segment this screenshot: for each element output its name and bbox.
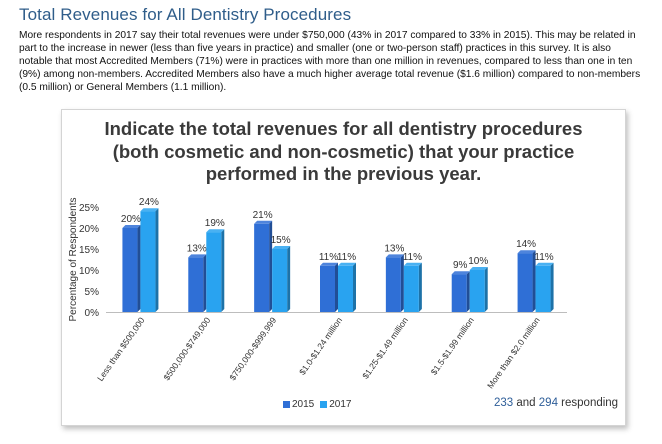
bar-side-2017 bbox=[550, 262, 554, 312]
y-tick-label: 15% bbox=[79, 245, 99, 256]
bar-2017 bbox=[206, 232, 222, 312]
bar-2015 bbox=[188, 257, 204, 312]
bar-side-2017 bbox=[221, 229, 225, 312]
bar-top-2017 bbox=[403, 262, 422, 266]
y-tick-label: 5% bbox=[85, 287, 100, 298]
x-tick-label: $500,000-$749,000 bbox=[161, 315, 212, 382]
x-tick-label: More than $2.0 million bbox=[485, 315, 542, 390]
chart-title-line: Indicate the total revenues for all dent… bbox=[104, 118, 583, 139]
data-label-2017: 15% bbox=[271, 235, 291, 246]
bar-2015 bbox=[385, 257, 401, 312]
legend-item-2017: 2017 bbox=[320, 399, 352, 410]
bar-side-2017 bbox=[418, 262, 422, 312]
bar-top-2017 bbox=[272, 246, 291, 249]
responding-count: 233 and 294 responding bbox=[494, 397, 618, 409]
bar-side-2017 bbox=[287, 246, 291, 312]
data-label-2015: 21% bbox=[253, 210, 273, 221]
legend-label-2015: 2015 bbox=[292, 399, 315, 410]
bar-top-2017 bbox=[140, 208, 159, 212]
bar-top-2017 bbox=[338, 262, 356, 266]
bar-2015 bbox=[122, 228, 138, 312]
bar-2017 bbox=[469, 270, 485, 312]
bar-2017 bbox=[272, 249, 288, 312]
bar-side-2017 bbox=[353, 262, 356, 312]
data-label-2017: 11% bbox=[534, 252, 553, 263]
responding-and: and bbox=[516, 397, 536, 409]
bar-side-2015 bbox=[532, 250, 536, 312]
data-label-2015: 11% bbox=[319, 252, 338, 263]
bar-top-2015 bbox=[451, 271, 470, 275]
bar-side-2015 bbox=[203, 254, 207, 312]
bar-side-2017 bbox=[484, 267, 488, 312]
page-title: Total Revenues for All Dentistry Procedu… bbox=[19, 5, 352, 24]
legend-item-2015: 2015 bbox=[283, 399, 314, 410]
bar-2015 bbox=[451, 274, 467, 312]
bar-top-2015 bbox=[320, 262, 338, 266]
chart-title-line: performed in the previous year. bbox=[205, 163, 482, 184]
data-label-2015: 20% bbox=[121, 214, 141, 225]
x-tick-label: $1.25-$1.49 million bbox=[360, 315, 410, 380]
bar-top-2015 bbox=[188, 254, 207, 258]
y-tick-label: 25% bbox=[79, 203, 99, 214]
bar-side-2015 bbox=[269, 220, 273, 312]
bar-2015 bbox=[517, 253, 533, 312]
x-tick-label: $1.0-$1.24 million bbox=[297, 315, 344, 376]
responding-2015: 233 bbox=[494, 397, 514, 409]
y-tick-label: 20% bbox=[79, 224, 99, 235]
bar-2015 bbox=[254, 223, 270, 312]
bar-2017 bbox=[338, 265, 353, 312]
legend-label-2017: 2017 bbox=[329, 399, 352, 410]
bar-2015 bbox=[320, 265, 335, 312]
data-label-2017: 11% bbox=[337, 252, 356, 263]
intro-paragraph: More respondents in 2017 say their total… bbox=[19, 30, 641, 93]
bar-top-2017 bbox=[206, 229, 225, 233]
bar-top-2015 bbox=[122, 225, 141, 228]
y-tick-label: 10% bbox=[79, 266, 99, 277]
bar-chart: 0% 5% 10% 15% 20% 25%Percentage of Respondent… bbox=[68, 197, 567, 390]
bar-2017 bbox=[535, 265, 551, 312]
chart-title-line: (both cosmetic and non-cosmetic) that yo… bbox=[112, 140, 575, 162]
x-tick-label: $750,000-$999,999 bbox=[227, 315, 278, 382]
bar-side-2015 bbox=[466, 271, 470, 312]
y-axis-title: Percentage of Respondents bbox=[68, 198, 79, 322]
y-tick-label: 0% bbox=[85, 308, 100, 319]
responding-label: responding bbox=[561, 397, 619, 409]
bar-2017 bbox=[140, 211, 156, 312]
data-label-2015: 13% bbox=[384, 243, 404, 254]
legend-swatch-2015 bbox=[283, 401, 290, 408]
data-label-2015: 13% bbox=[187, 243, 207, 254]
bar-top-2017 bbox=[535, 262, 554, 266]
x-tick-label: Less than $500,000 bbox=[95, 315, 147, 383]
chart-title: Indicate the total revenues for all dent… bbox=[62, 118, 625, 186]
bar-side-2015 bbox=[335, 262, 338, 312]
data-label-2017: 19% bbox=[205, 218, 225, 229]
legend-swatch-2017 bbox=[320, 401, 328, 408]
data-label-2017: 11% bbox=[403, 252, 422, 263]
bar-top-2015 bbox=[385, 254, 404, 258]
bar-top-2015 bbox=[517, 250, 536, 254]
chart-legend: 2015 2017 bbox=[283, 399, 358, 410]
bar-top-2015 bbox=[254, 220, 273, 224]
data-label-2015: 9% bbox=[453, 260, 468, 271]
bar-side-2015 bbox=[400, 254, 404, 312]
bar-side-2015 bbox=[137, 225, 141, 312]
bar-2017 bbox=[403, 265, 419, 312]
responding-2017: 294 bbox=[538, 397, 558, 409]
bar-top-2017 bbox=[469, 267, 488, 270]
data-label-2017: 24% bbox=[139, 197, 159, 208]
chart-card: 0% 5% 10% 15% 20% 25% Percentage of Respondent… bbox=[61, 109, 626, 426]
x-tick-label: $1.5-$1.99 million bbox=[429, 315, 476, 376]
data-label-2015: 14% bbox=[516, 239, 536, 250]
data-label-2017: 10% bbox=[468, 256, 488, 267]
bar-side-2017 bbox=[155, 208, 159, 312]
